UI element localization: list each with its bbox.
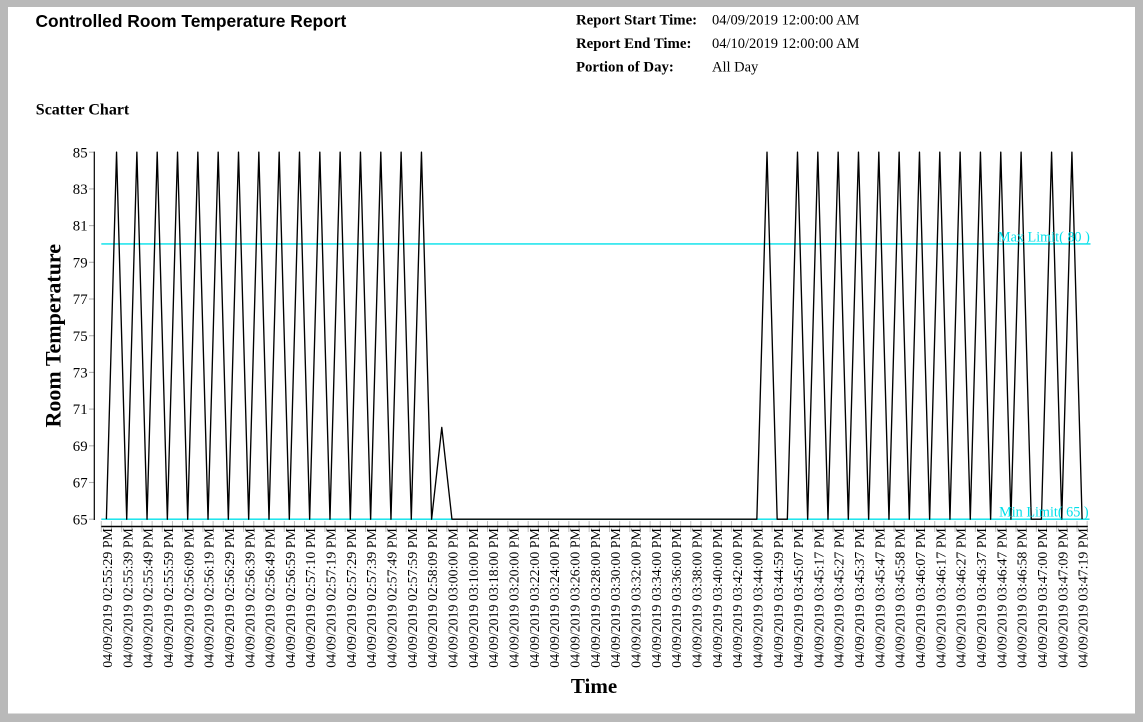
svg-text:All Day: All Day [712,60,759,76]
svg-text:75: 75 [73,329,88,345]
svg-text:73: 73 [73,366,88,382]
svg-text:85: 85 [73,145,88,161]
svg-text:04/09/2019 03:46:37 PM: 04/09/2019 03:46:37 PM [975,528,990,668]
svg-text:04/09/2019 03:28:00 PM: 04/09/2019 03:28:00 PM [589,528,604,668]
svg-text:04/09/2019 02:55:59 PM: 04/09/2019 02:55:59 PM [162,528,177,668]
svg-text:04/09/2019 02:56:59 PM: 04/09/2019 02:56:59 PM [284,528,299,668]
svg-text:Controlled Room Temperature Re: Controlled Room Temperature Report [36,11,347,31]
svg-text:04/09/2019 03:47:19 PM: 04/09/2019 03:47:19 PM [1077,528,1092,668]
svg-text:04/09/2019 03:38:00 PM: 04/09/2019 03:38:00 PM [690,528,705,668]
svg-text:04/09/2019 03:46:07 PM: 04/09/2019 03:46:07 PM [914,528,929,668]
svg-text:04/09/2019 02:58:09 PM: 04/09/2019 02:58:09 PM [426,528,441,668]
svg-text:04/09/2019 02:57:29 PM: 04/09/2019 02:57:29 PM [345,528,360,668]
svg-text:65: 65 [73,512,88,528]
svg-text:04/09/2019 03:46:17 PM: 04/09/2019 03:46:17 PM [934,528,949,668]
svg-text:04/09/2019 03:45:47 PM: 04/09/2019 03:45:47 PM [873,528,888,668]
svg-text:04/09/2019 03:22:00 PM: 04/09/2019 03:22:00 PM [528,528,543,668]
svg-text:04/09/2019 03:46:58 PM: 04/09/2019 03:46:58 PM [1016,528,1031,668]
svg-text:Portion of Day:: Portion of Day: [576,60,674,76]
svg-text:04/09/2019 03:45:37 PM: 04/09/2019 03:45:37 PM [853,528,868,668]
svg-text:04/09/2019 03:45:07 PM: 04/09/2019 03:45:07 PM [792,528,807,668]
svg-text:79: 79 [73,255,88,271]
svg-text:04/09/2019 03:10:00 PM: 04/09/2019 03:10:00 PM [467,528,482,668]
svg-text:Report Start Time:: Report Start Time: [576,13,697,29]
svg-text:04/09/2019 03:45:17 PM: 04/09/2019 03:45:17 PM [812,528,827,668]
svg-text:Max Limit( 80 ): Max Limit( 80 ) [998,230,1090,246]
svg-text:04/09/2019 03:32:00 PM: 04/09/2019 03:32:00 PM [629,528,644,668]
svg-text:71: 71 [73,402,88,418]
svg-text:04/09/2019 03:26:00 PM: 04/09/2019 03:26:00 PM [569,528,584,668]
svg-text:04/09/2019 02:56:39 PM: 04/09/2019 02:56:39 PM [243,528,258,668]
svg-text:04/09/2019 03:30:00 PM: 04/09/2019 03:30:00 PM [609,528,624,668]
svg-text:04/09/2019 02:56:29 PM: 04/09/2019 02:56:29 PM [223,528,238,668]
svg-text:83: 83 [73,182,88,198]
svg-text:04/09/2019 02:55:29 PM: 04/09/2019 02:55:29 PM [101,528,116,668]
svg-text:04/09/2019 03:46:47 PM: 04/09/2019 03:46:47 PM [995,528,1010,668]
svg-text:69: 69 [73,439,88,455]
svg-text:04/09/2019 03:45:27 PM: 04/09/2019 03:45:27 PM [833,528,848,668]
svg-text:04/09/2019 02:57:39 PM: 04/09/2019 02:57:39 PM [365,528,380,668]
svg-text:04/09/2019 03:20:00 PM: 04/09/2019 03:20:00 PM [508,528,523,668]
svg-text:04/09/2019 02:56:09 PM: 04/09/2019 02:56:09 PM [182,528,197,668]
svg-text:Room Temperature: Room Temperature [41,244,66,428]
svg-text:04/09/2019 03:47:00 PM: 04/09/2019 03:47:00 PM [1036,528,1051,668]
svg-text:04/09/2019 03:44:00 PM: 04/09/2019 03:44:00 PM [751,528,766,668]
svg-text:Time: Time [571,674,617,698]
svg-text:04/09/2019 02:55:49 PM: 04/09/2019 02:55:49 PM [142,528,157,668]
svg-text:77: 77 [73,292,88,308]
svg-text:04/09/2019 02:57:10 PM: 04/09/2019 02:57:10 PM [304,528,319,668]
svg-text:81: 81 [73,219,88,235]
svg-text:04/09/2019 03:47:09 PM: 04/09/2019 03:47:09 PM [1056,528,1071,668]
svg-text:04/09/2019 03:24:00 PM: 04/09/2019 03:24:00 PM [548,528,563,668]
svg-text:Report End Time:: Report End Time: [576,36,691,52]
svg-text:Min Limit( 65 ): Min Limit( 65 ) [999,505,1089,521]
svg-text:04/09/2019 02:56:49 PM: 04/09/2019 02:56:49 PM [264,528,279,668]
svg-text:04/09/2019 02:57:49 PM: 04/09/2019 02:57:49 PM [386,528,401,668]
svg-text:04/09/2019 03:44:59 PM: 04/09/2019 03:44:59 PM [772,528,787,668]
svg-text:04/09/2019 03:00:00 PM: 04/09/2019 03:00:00 PM [447,528,462,668]
svg-text:04/09/2019 03:18:00 PM: 04/09/2019 03:18:00 PM [487,528,502,668]
svg-text:04/09/2019 03:46:27 PM: 04/09/2019 03:46:27 PM [955,528,970,668]
svg-text:04/09/2019 03:34:00 PM: 04/09/2019 03:34:00 PM [650,528,665,668]
svg-text:04/10/2019 12:00:00 AM: 04/10/2019 12:00:00 AM [712,36,860,52]
svg-text:04/09/2019 03:40:00 PM: 04/09/2019 03:40:00 PM [711,528,726,668]
svg-text:04/09/2019 02:57:19 PM: 04/09/2019 02:57:19 PM [325,528,340,668]
svg-text:04/09/2019 02:56:19 PM: 04/09/2019 02:56:19 PM [203,528,218,668]
svg-text:Scatter Chart: Scatter Chart [36,101,130,118]
svg-text:04/09/2019 03:42:00 PM: 04/09/2019 03:42:00 PM [731,528,746,668]
svg-text:04/09/2019 03:36:00 PM: 04/09/2019 03:36:00 PM [670,528,685,668]
svg-text:04/09/2019 02:55:39 PM: 04/09/2019 02:55:39 PM [121,528,136,668]
svg-text:04/09/2019 12:00:00 AM: 04/09/2019 12:00:00 AM [712,13,860,29]
svg-text:04/09/2019 03:45:58 PM: 04/09/2019 03:45:58 PM [894,528,909,668]
svg-text:04/09/2019 02:57:59 PM: 04/09/2019 02:57:59 PM [406,528,421,668]
svg-text:67: 67 [73,476,88,492]
